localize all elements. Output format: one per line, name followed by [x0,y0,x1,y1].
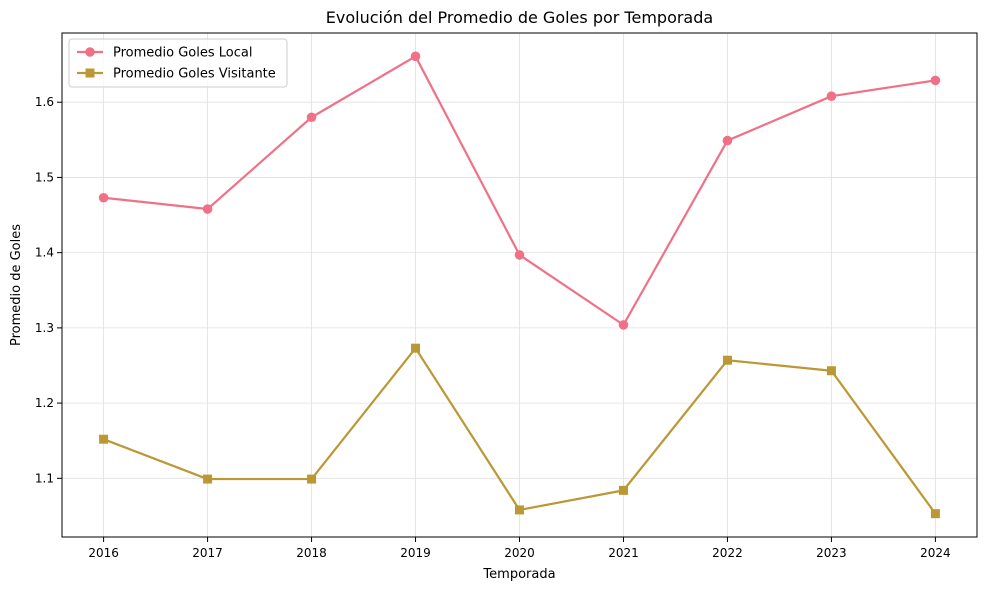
x-tick-label: 2019 [400,546,431,560]
data-point [514,250,525,260]
x-tick-label: 2023 [816,546,847,560]
data-point [722,355,732,365]
y-tick-label: 1.5 [35,170,54,184]
x-tick-label: 2021 [608,546,639,560]
data-point [306,112,317,123]
data-point [98,192,109,203]
x-tick-label: 2020 [504,546,535,560]
series-layer [98,51,941,519]
chart-title: Evolución del Promedio de Goles por Temp… [326,8,713,27]
y-tick-label: 1.6 [35,95,54,109]
y-tick-label: 1.4 [35,246,54,260]
y-tick-label: 1.1 [35,471,54,485]
x-axis-title: Temporada [482,567,555,582]
legend-item: Promedio Goles Visitante [77,67,276,82]
x-tick-label: 2017 [192,546,223,560]
data-point [826,91,837,101]
data-point [515,505,524,515]
y-axis-title: Promedio de Goles [9,224,24,346]
data-point [618,485,628,495]
data-point [722,135,733,146]
y-tick-label: 1.3 [35,321,54,335]
legend-marker [85,68,95,78]
data-point [410,51,421,62]
data-point [99,434,109,444]
data-point [618,320,629,330]
legend-marker [85,47,95,57]
legend: Promedio Goles Local Promedio Goles Visit… [68,38,288,88]
y-tick-label: 1.2 [35,396,54,410]
x-axis-ticks: 2016 2017 2018 2019 2020 2021 2022 2023 2024 [88,537,951,560]
series-2 [99,343,940,519]
data-point [930,509,940,519]
legend-box [68,38,288,88]
x-tick-label: 2018 [296,546,327,560]
legend-item: Promedio Goles Local [77,46,252,61]
data-point [203,474,213,484]
data-point [307,474,317,484]
x-tick-label: 2024 [920,546,951,560]
x-tick-label: 2016 [88,546,119,560]
data-point [202,204,213,214]
legend-label: Promedio Goles Visitante [113,67,276,82]
x-tick-label: 2022 [712,546,743,560]
data-point [930,75,941,86]
data-point [411,343,421,353]
series-1 [98,51,941,330]
data-point [826,366,836,376]
legend-label: Promedio Goles Local [113,46,252,61]
y-axis-ticks: 1.1 1.2 1.3 1.4 1.5 1.6 [35,95,62,485]
